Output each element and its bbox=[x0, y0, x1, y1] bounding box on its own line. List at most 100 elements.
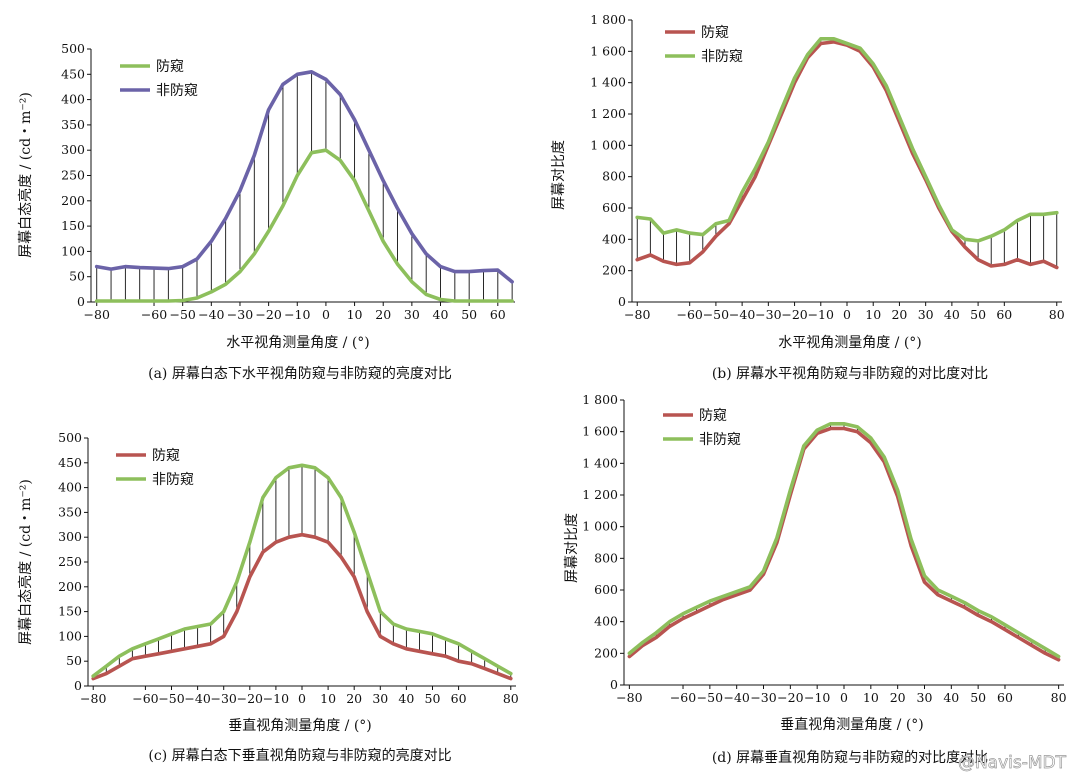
y-tick-label: 1 600 bbox=[582, 424, 618, 439]
y-tick-label: 1 800 bbox=[590, 12, 626, 27]
series-line-1 bbox=[627, 426, 1061, 662]
x-tick-label: −80 bbox=[80, 691, 106, 706]
x-tick-label: 20 bbox=[375, 307, 391, 322]
y-tick-label: 400 bbox=[58, 480, 82, 495]
panel-c-xlabel: 垂直视角测量角度 / (°) bbox=[228, 717, 372, 734]
y-tick-label: 1 000 bbox=[590, 137, 626, 152]
x-tick-label: −50 bbox=[169, 307, 195, 322]
panel-d-ylabel: 屏幕对比度 bbox=[564, 513, 580, 583]
legend-label: 防窥 bbox=[699, 407, 727, 424]
y-tick-label: 150 bbox=[61, 218, 85, 233]
y-tick-label: 1 400 bbox=[590, 75, 626, 90]
x-tick-label: 20 bbox=[891, 307, 907, 322]
watermark: @Navis-MDT bbox=[958, 753, 1067, 773]
y-tick-label: 500 bbox=[58, 430, 82, 445]
y-tick-label: 1 000 bbox=[582, 519, 618, 534]
y-tick-label: 1 200 bbox=[590, 106, 626, 121]
x-tick-label: 60 bbox=[997, 690, 1013, 705]
x-tick-label: −50 bbox=[697, 690, 723, 705]
x-tick-label: 50 bbox=[970, 307, 986, 322]
y-tick-label: 100 bbox=[61, 243, 85, 258]
x-tick-label: 10 bbox=[347, 307, 363, 322]
x-tick-label: 10 bbox=[320, 691, 336, 706]
x-tick-label: −40 bbox=[729, 307, 755, 322]
panel-c: 屏幕白态亮度 / (cd・m⁻²) 0501001502002503003504… bbox=[17, 430, 519, 764]
x-tick-label: 80 bbox=[1049, 307, 1065, 322]
y-tick-label: 800 bbox=[594, 550, 618, 565]
x-tick-label: 60 bbox=[996, 307, 1012, 322]
y-tick-label: 400 bbox=[594, 614, 618, 629]
y-tick-label: 200 bbox=[594, 645, 618, 660]
x-tick-label: 40 bbox=[433, 307, 449, 322]
panel-c-caption: (c) 屏幕白态下垂直视角防窥与非防窥的亮度对比 bbox=[148, 747, 451, 764]
y-tick-label: 1 400 bbox=[582, 455, 618, 470]
x-tick-label: −60 bbox=[141, 307, 167, 322]
y-tick-label: 200 bbox=[602, 263, 626, 278]
x-tick-label: −80 bbox=[84, 307, 110, 322]
legend-label: 非防窥 bbox=[701, 48, 743, 65]
x-tick-label: 10 bbox=[863, 690, 879, 705]
y-tick-label: 300 bbox=[61, 142, 85, 157]
y-tick-label: 300 bbox=[58, 529, 82, 544]
x-tick-label: −60 bbox=[676, 307, 702, 322]
x-tick-label: −10 bbox=[804, 690, 830, 705]
series-line-2 bbox=[635, 36, 1059, 243]
x-tick-label: −40 bbox=[198, 307, 224, 322]
y-tick-label: 450 bbox=[58, 455, 82, 470]
series-line-2 bbox=[94, 70, 514, 284]
legend-label: 防窥 bbox=[701, 24, 729, 41]
x-tick-label: 60 bbox=[451, 691, 467, 706]
x-tick-label: 50 bbox=[425, 691, 441, 706]
y-tick-label: 250 bbox=[61, 168, 85, 183]
y-tick-label: 350 bbox=[61, 117, 85, 132]
x-tick-label: −60 bbox=[132, 691, 158, 706]
y-tick-label: 0 bbox=[74, 678, 82, 693]
y-tick-label: 450 bbox=[61, 66, 85, 81]
legend-label: 防窥 bbox=[152, 447, 180, 464]
panel-c-ylabel: 屏幕白态亮度 / (cd・m⁻²) bbox=[17, 479, 34, 645]
series-line-1 bbox=[94, 148, 514, 303]
legend-label: 非防窥 bbox=[156, 82, 198, 99]
y-tick-label: 400 bbox=[602, 231, 626, 246]
x-tick-label: 40 bbox=[943, 690, 959, 705]
x-tick-label: 30 bbox=[404, 307, 420, 322]
x-tick-label: 40 bbox=[944, 307, 960, 322]
series-line-1 bbox=[91, 532, 513, 681]
legend-label: 非防窥 bbox=[152, 471, 194, 488]
x-tick-label: −20 bbox=[237, 691, 263, 706]
y-tick-label: 200 bbox=[61, 193, 85, 208]
x-tick-label: 30 bbox=[917, 690, 933, 705]
y-tick-label: 800 bbox=[602, 169, 626, 184]
x-tick-label: −20 bbox=[777, 690, 803, 705]
x-tick-label: −10 bbox=[284, 307, 310, 322]
x-tick-label: 30 bbox=[918, 307, 934, 322]
y-tick-label: 50 bbox=[66, 653, 82, 668]
panel-b-xlabel: 水平视角测量角度 / (°) bbox=[778, 335, 922, 351]
x-tick-label: −30 bbox=[227, 307, 253, 322]
x-tick-label: 80 bbox=[503, 691, 519, 706]
y-tick-label: 600 bbox=[602, 200, 626, 215]
panel-a: 屏幕白态亮度 / (cd・m⁻²) 0501001502002503003504… bbox=[17, 41, 515, 382]
y-tick-label: 150 bbox=[58, 604, 82, 619]
series-line-2 bbox=[91, 463, 513, 678]
x-tick-label: 10 bbox=[865, 307, 881, 322]
y-tick-label: 600 bbox=[594, 582, 618, 597]
panel-b-caption: (b) 屏幕水平视角防窥与非防窥的对比度对比 bbox=[712, 365, 988, 382]
x-tick-label: 80 bbox=[1051, 690, 1067, 705]
y-tick-label: 1 200 bbox=[582, 487, 618, 502]
x-tick-label: 30 bbox=[372, 691, 388, 706]
x-tick-label: 0 bbox=[843, 307, 851, 322]
x-tick-label: −80 bbox=[624, 307, 650, 322]
x-tick-label: 40 bbox=[398, 691, 414, 706]
panel-a-xlabel: 水平视角测量角度 / (°) bbox=[226, 335, 370, 351]
legend-label: 防窥 bbox=[156, 58, 184, 75]
x-tick-label: −60 bbox=[670, 690, 696, 705]
x-tick-label: 60 bbox=[490, 307, 506, 322]
x-tick-label: −20 bbox=[255, 307, 281, 322]
x-tick-label: 20 bbox=[890, 690, 906, 705]
y-tick-label: 400 bbox=[61, 92, 85, 107]
y-tick-label: 0 bbox=[77, 294, 85, 309]
